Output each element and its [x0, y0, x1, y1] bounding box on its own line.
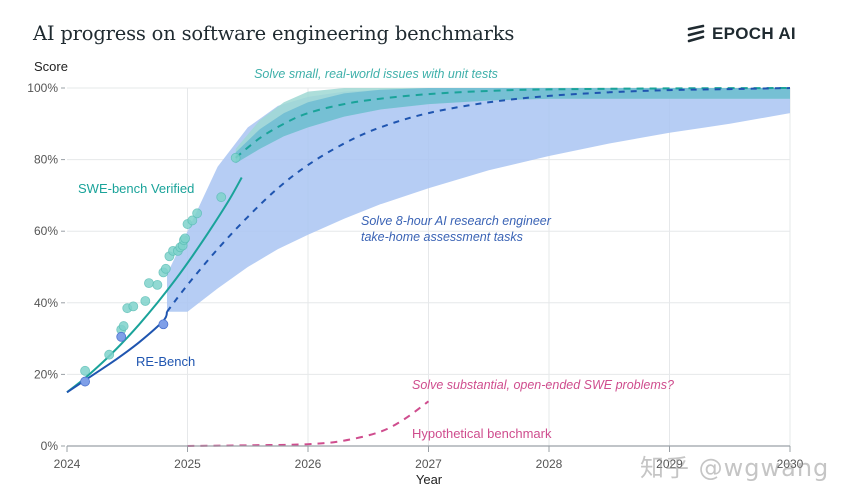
- logo-text: EPOCH AI: [712, 24, 796, 43]
- annotation-re-line1: Solve 8-hour AI research engineer: [361, 214, 552, 228]
- x-tick-label: 2025: [174, 457, 201, 471]
- x-tick-label: 2028: [536, 457, 563, 471]
- swe-bench-point: [118, 321, 129, 331]
- y-tick-label: 80%: [34, 153, 58, 167]
- swe-bench-point: [80, 365, 90, 376]
- hypothetical-forecast-line: [187, 400, 430, 447]
- forecast-bands: [167, 88, 790, 312]
- swe-bench-point: [230, 152, 241, 163]
- swe-bench-forecast-line: [235, 87, 791, 159]
- label-hyp: Hypothetical benchmark: [412, 426, 552, 441]
- swe-bench-point: [192, 208, 203, 219]
- chart-title: AI progress on software engineering benc…: [33, 22, 515, 45]
- swe-bench-point: [160, 263, 171, 274]
- swe-bench-fit-line: [66, 177, 243, 394]
- label-re: RE-Bench: [136, 354, 195, 369]
- annotation-re-line2: take-home assessment tasks: [361, 230, 523, 244]
- epoch-stripes-icon: [687, 24, 705, 43]
- swe-bench-point: [187, 215, 198, 226]
- y-tick-label: 20%: [34, 367, 58, 381]
- x-tick-label: 2026: [295, 457, 322, 471]
- label-swe: SWE-bench Verified: [78, 181, 194, 196]
- annotation-hyp: Solve substantial, open-ended SWE proble…: [412, 378, 674, 392]
- x-tick-label: 2029: [656, 457, 683, 471]
- swe-bench-point: [144, 278, 154, 289]
- watermark: 知乎 @wgwang: [640, 454, 830, 482]
- y-axis-title: Score: [34, 59, 68, 74]
- swe-bench-point: [216, 192, 227, 203]
- data-points: [80, 152, 241, 387]
- y-tick-label: 60%: [34, 224, 58, 238]
- y-tick-label: 0%: [41, 439, 59, 453]
- swe-bench-inner-band: [235, 88, 790, 164]
- x-axis-title: Year: [416, 472, 443, 487]
- annotation-swe: Solve small, real-world issues with unit…: [254, 67, 498, 81]
- x-tick-label: 2027: [415, 457, 442, 471]
- epoch-ai-logo: EPOCH AI: [686, 24, 796, 44]
- swe-bench-point: [128, 301, 139, 312]
- y-tick-label: 100%: [27, 81, 58, 95]
- re-bench-point: [116, 331, 127, 342]
- swe-bench-point: [140, 296, 151, 306]
- re-bench-point: [158, 319, 169, 330]
- axes: 0% 20% 40% 60% 80% 100% 2024 2025 2026 2027 2028 20…: [27, 81, 803, 471]
- x-tick-label: 2024: [54, 457, 81, 471]
- y-tick-label: 40%: [34, 296, 58, 310]
- swe-bench-point: [104, 349, 115, 360]
- swe-bench-point: [152, 279, 163, 290]
- swe-bench-point: [180, 233, 190, 244]
- re-bench-forecast-band: [167, 88, 790, 312]
- x-tick-label: 2030: [777, 457, 804, 471]
- re-bench-point: [80, 376, 90, 387]
